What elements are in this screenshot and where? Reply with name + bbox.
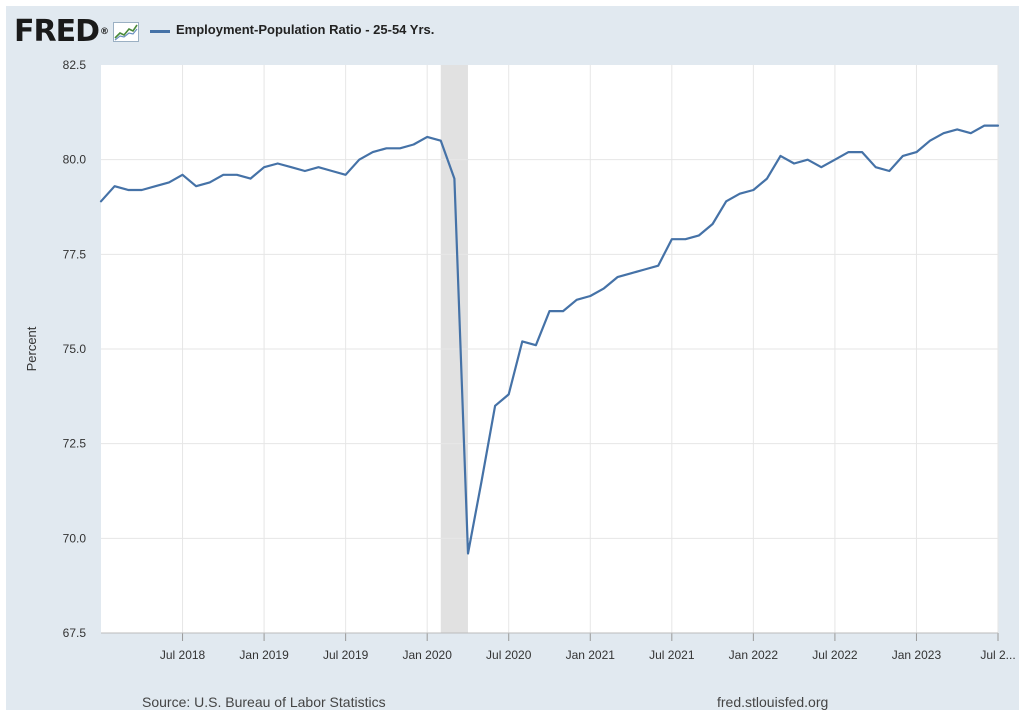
y-tick-label: 70.0 [63,531,87,545]
y-tick-label: 75.0 [63,342,87,356]
x-tick-label: Jul 2018 [160,648,206,662]
y-tick-label: 67.5 [63,626,87,640]
x-tick-label: Jan 2022 [729,648,779,662]
fred-graph-icon [113,22,139,42]
x-tick-label: Jan 2019 [239,648,289,662]
fred-logo[interactable]: FRED® [14,14,109,49]
y-tick-label: 80.0 [63,153,87,167]
x-tick-label: Jul 2020 [486,648,532,662]
y-axis-label: Percent [24,326,39,371]
x-tick-label: Jan 2020 [402,648,452,662]
y-tick-label: 77.5 [63,247,87,261]
x-tick-label: Jan 2021 [566,648,616,662]
x-tick-label: Jul 2019 [323,648,369,662]
x-tick-label: Jul 2... [980,648,1015,662]
site-link[interactable]: fred.stlouisfed.org [717,694,829,710]
x-tick-label: Jul 2021 [649,648,695,662]
x-tick-label: Jan 2023 [892,648,942,662]
series-line [99,124,1000,555]
x-tick-label: Jul 2022 [812,648,858,662]
legend-label[interactable]: Employment-Population Ratio - 25-54 Yrs. [176,22,435,37]
y-tick-label: 82.5 [63,58,87,72]
y-tick-label: 72.5 [63,437,87,451]
source-text: Source: U.S. Bureau of Labor Statistics [142,694,386,710]
legend-line-swatch [150,30,170,33]
